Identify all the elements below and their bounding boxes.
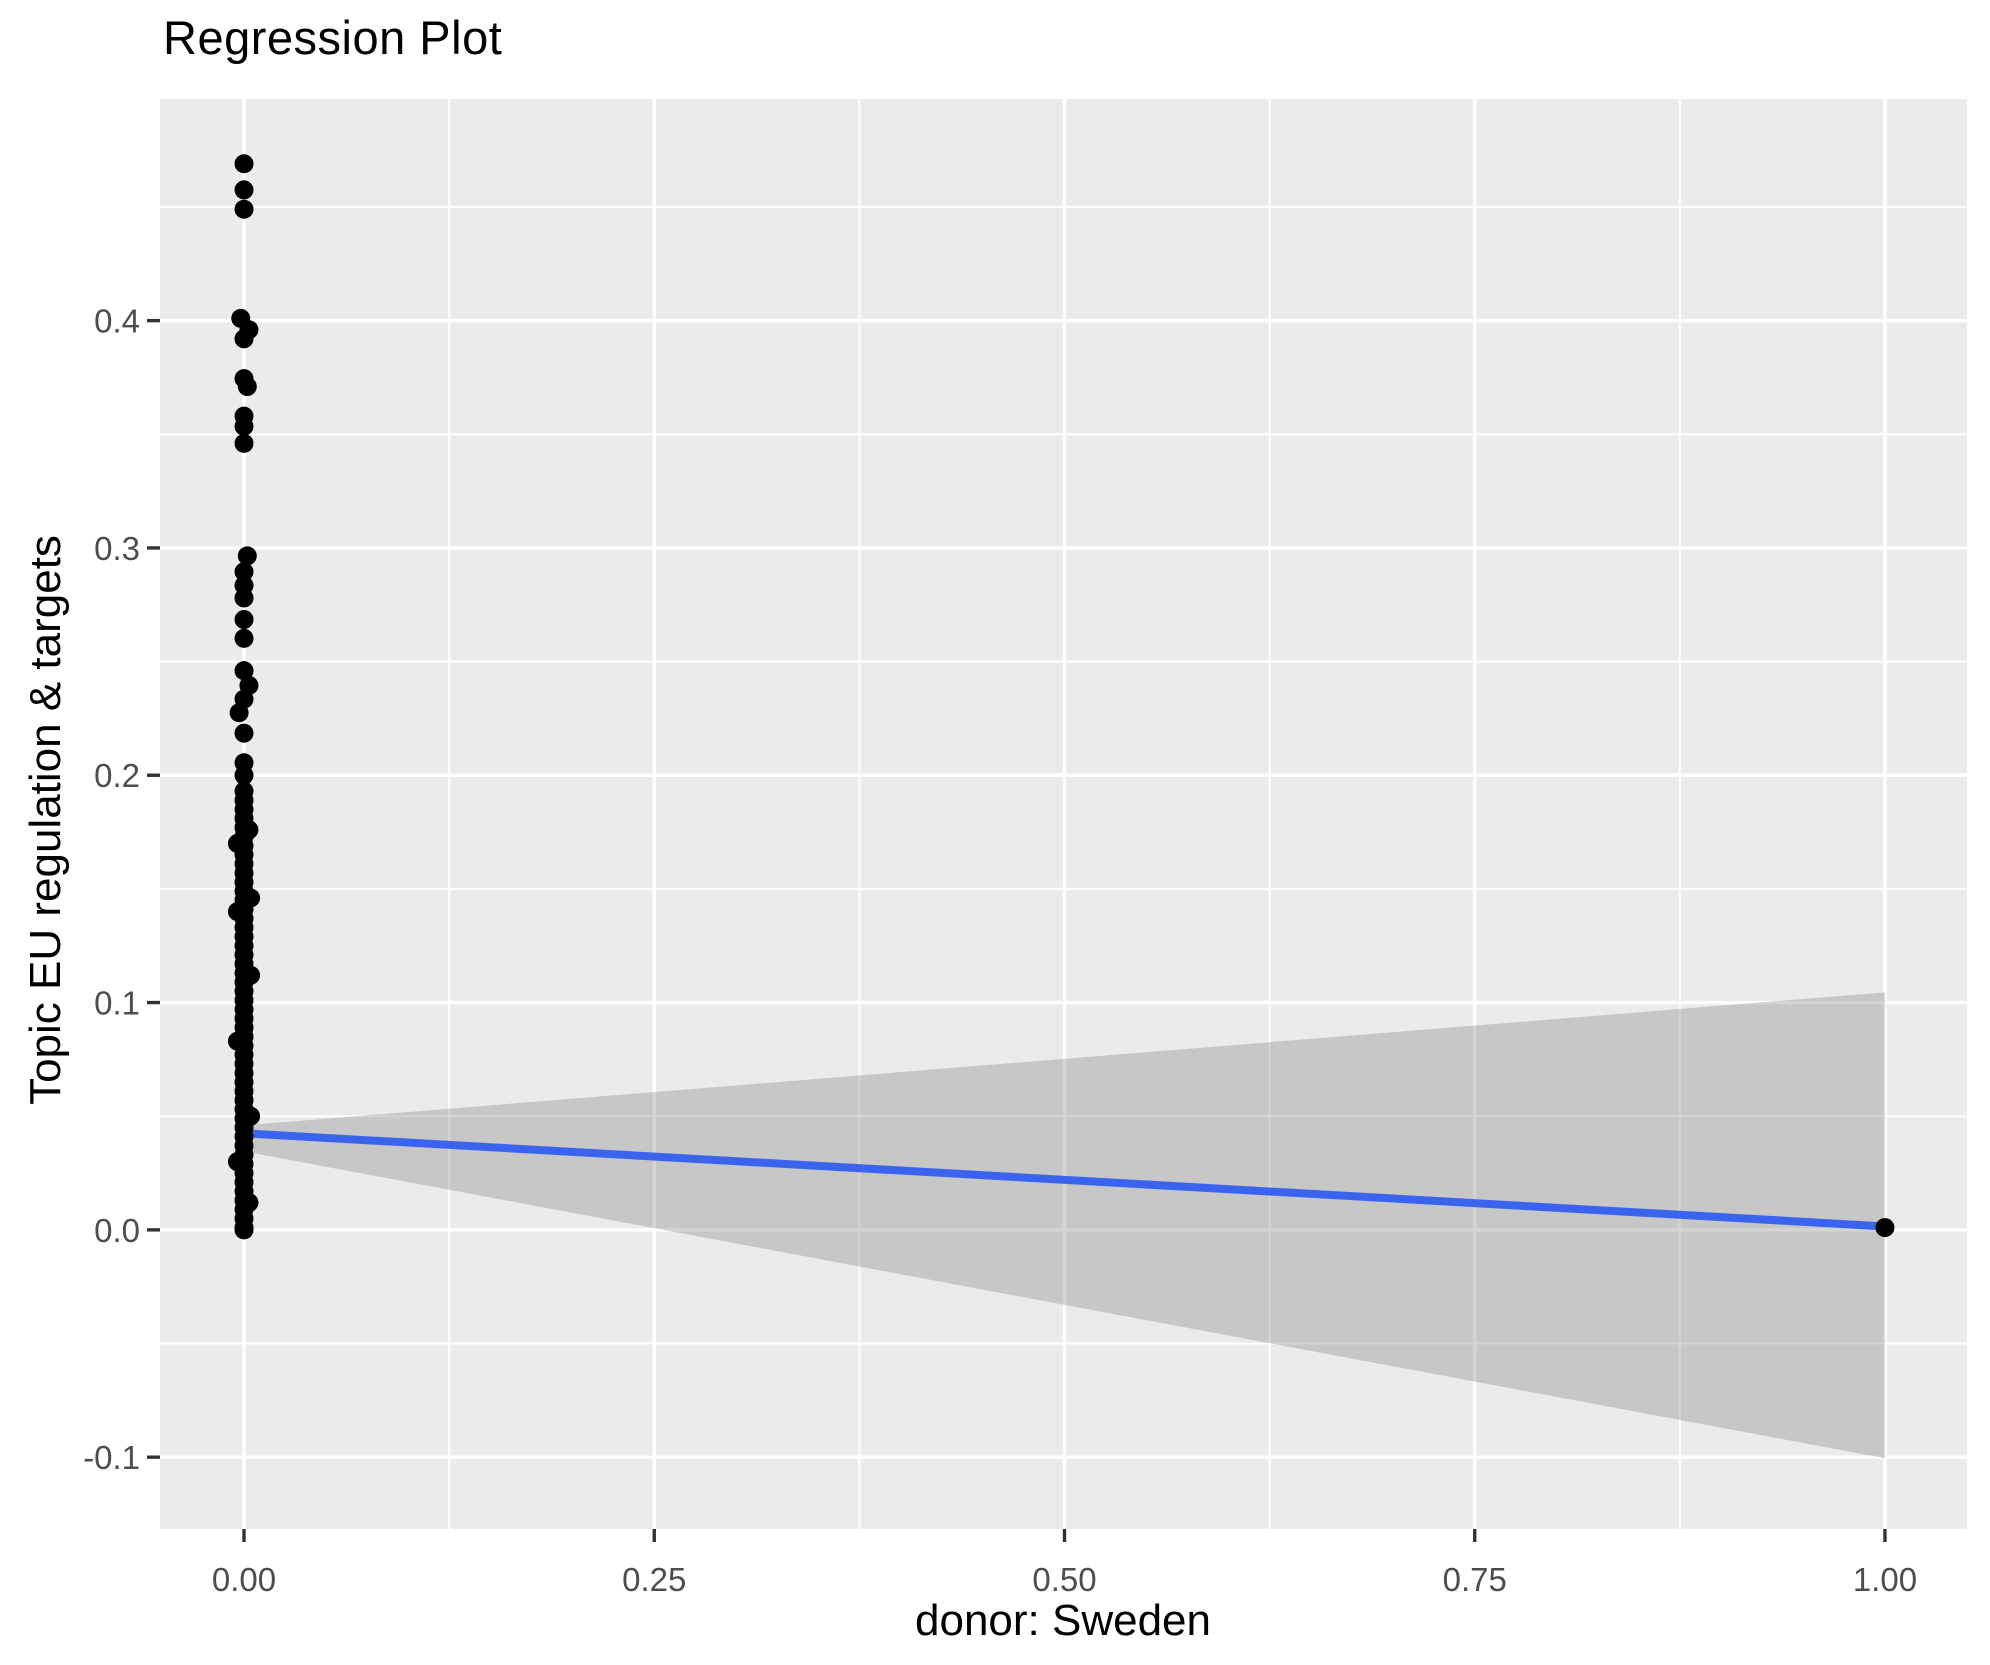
data-point [234,765,254,785]
data-point [237,377,257,397]
data-point [239,1193,259,1213]
y-tick-label: 0.3 [94,530,140,567]
y-axis-title: Topic EU regulation & targets [21,535,70,1105]
data-point [227,902,247,922]
data-point [234,154,254,174]
y-tick-label: -0.1 [83,1439,140,1476]
data-point [234,199,254,219]
data-point [234,329,254,349]
y-tick-label: 0.1 [94,985,140,1022]
regression-line [240,1129,1889,1231]
plot-title: Regression Plot [163,11,503,64]
data-point [239,820,259,840]
x-tick-label: 0.75 [1443,1561,1507,1598]
data-point [227,1031,247,1051]
data-point [234,661,254,681]
x-tick-label: 0.00 [212,1561,276,1598]
data-point [1875,1218,1895,1238]
data-point [241,1106,261,1126]
data-point [237,546,257,566]
x-axis-title: donor: Sweden [915,1596,1211,1645]
data-point [229,703,249,723]
x-tick-label: 0.25 [622,1561,686,1598]
data-point [234,588,254,608]
data-point [241,965,261,985]
y-tick-label: 0.4 [94,303,140,340]
y-tick-label: 0.0 [94,1212,140,1249]
data-point [234,416,254,436]
data-point [234,433,254,453]
y-tick-label: 0.2 [94,757,140,794]
data-point [234,628,254,648]
x-tick-label: 1.00 [1853,1561,1917,1598]
data-point [227,1152,247,1172]
data-point [241,888,261,908]
data-point [234,562,254,582]
data-point [234,180,254,200]
confidence-ribbon [244,992,1885,1459]
data-point [234,1220,254,1240]
data-point [234,610,254,630]
data-point [234,723,254,743]
data-point [227,833,247,853]
x-tick-label: 0.50 [1032,1561,1096,1598]
